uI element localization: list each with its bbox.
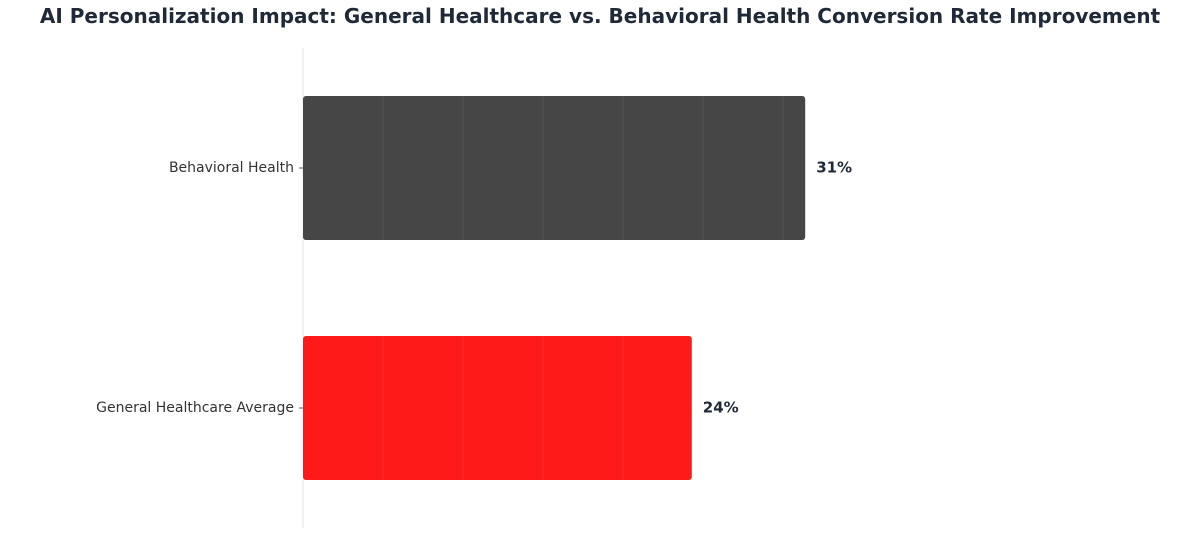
- value-labels-group: 31% 24%: [703, 159, 852, 417]
- category-labels-group: Behavioral Health General Healthcare Aver…: [96, 160, 303, 416]
- y-tick-label: General Healthcare Average: [96, 400, 294, 416]
- data-label: 31%: [816, 159, 852, 177]
- y-tick-label: Behavioral Health: [169, 160, 294, 176]
- data-label: 24%: [703, 399, 739, 417]
- bars-group: [303, 96, 806, 480]
- bar-general-healthcare-average: [303, 336, 692, 480]
- bar-behavioral-health: [303, 96, 806, 240]
- chart-title: AI Personalization Impact: General Healt…: [39, 4, 1161, 28]
